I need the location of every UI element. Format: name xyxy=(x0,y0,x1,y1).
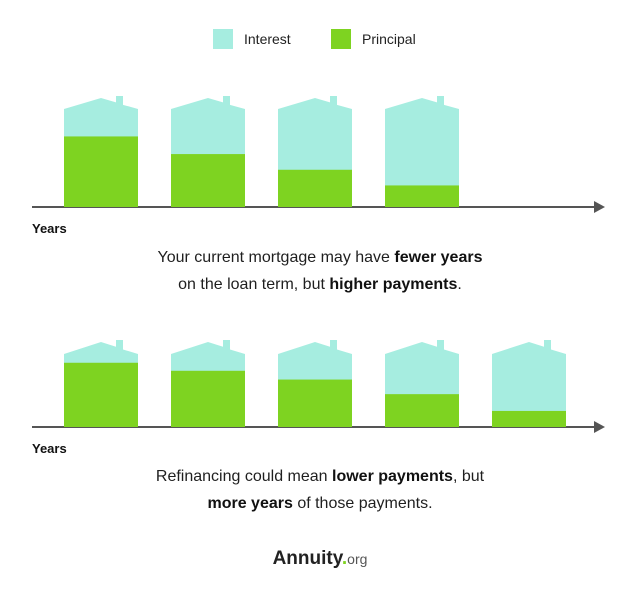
logo-dot: . xyxy=(341,548,348,569)
interest-segment xyxy=(492,340,566,427)
principal-swatch xyxy=(331,29,351,49)
principal-segment xyxy=(278,169,352,207)
caption-refi-line2: more years of those payments. xyxy=(0,490,640,517)
x-axis-label-refinance: Years xyxy=(32,441,67,456)
legend-label-interest: Interest xyxy=(244,31,291,47)
principal-segment xyxy=(492,410,566,427)
refinance-chart xyxy=(32,340,605,433)
current-mortgage-chart xyxy=(32,96,605,213)
caption-emphasis: higher payments xyxy=(329,276,458,293)
caption-text: on the loan term, but xyxy=(178,276,330,293)
house-bar xyxy=(64,340,138,427)
x-axis-label-current: Years xyxy=(32,221,67,236)
caption-current-line1: Your current mortgage may have fewer yea… xyxy=(0,244,640,271)
house-bar xyxy=(278,96,352,207)
principal-segment xyxy=(278,379,352,427)
principal-segment xyxy=(171,154,245,207)
legend-item-principal: Principal xyxy=(331,29,416,49)
caption-refinance: Refinancing could mean lower payments, b… xyxy=(0,463,640,517)
caption-text: , but xyxy=(452,468,485,485)
annuity-logo: Annuity.org xyxy=(0,548,640,570)
caption-text: of those payments. xyxy=(292,495,433,512)
house-bar xyxy=(171,340,245,427)
caption-emphasis: lower payments xyxy=(332,468,453,485)
legend-label-principal: Principal xyxy=(362,31,416,47)
axis-arrow-icon xyxy=(594,421,605,433)
caption-current-line2: on the loan term, but higher payments. xyxy=(0,271,640,298)
caption-emphasis: fewer years xyxy=(394,249,483,266)
caption-current: Your current mortgage may have fewer yea… xyxy=(0,244,640,298)
caption-text: . xyxy=(457,276,462,293)
legend: Interest Principal xyxy=(0,29,640,51)
interest-swatch xyxy=(213,29,233,49)
caption-emphasis: more years xyxy=(207,495,293,512)
house-bar xyxy=(385,96,459,207)
house-bar xyxy=(171,96,245,207)
house-bar xyxy=(492,340,566,427)
axis-arrow-icon xyxy=(594,201,605,213)
logo-tld: org xyxy=(347,551,368,567)
legend-item-interest: Interest xyxy=(213,29,291,49)
principal-segment xyxy=(171,370,245,427)
house-bar xyxy=(64,96,138,207)
logo-brand: Annuity xyxy=(272,548,342,569)
principal-segment xyxy=(385,185,459,207)
caption-refi-line1: Refinancing could mean lower payments, b… xyxy=(0,463,640,490)
caption-text: Your current mortgage may have xyxy=(157,249,395,266)
principal-segment xyxy=(64,362,138,427)
principal-segment xyxy=(385,394,459,427)
caption-text: Refinancing could mean xyxy=(155,468,333,485)
house-bar xyxy=(278,340,352,427)
house-bar xyxy=(385,340,459,427)
interest-segment xyxy=(385,96,459,207)
principal-segment xyxy=(64,136,138,207)
